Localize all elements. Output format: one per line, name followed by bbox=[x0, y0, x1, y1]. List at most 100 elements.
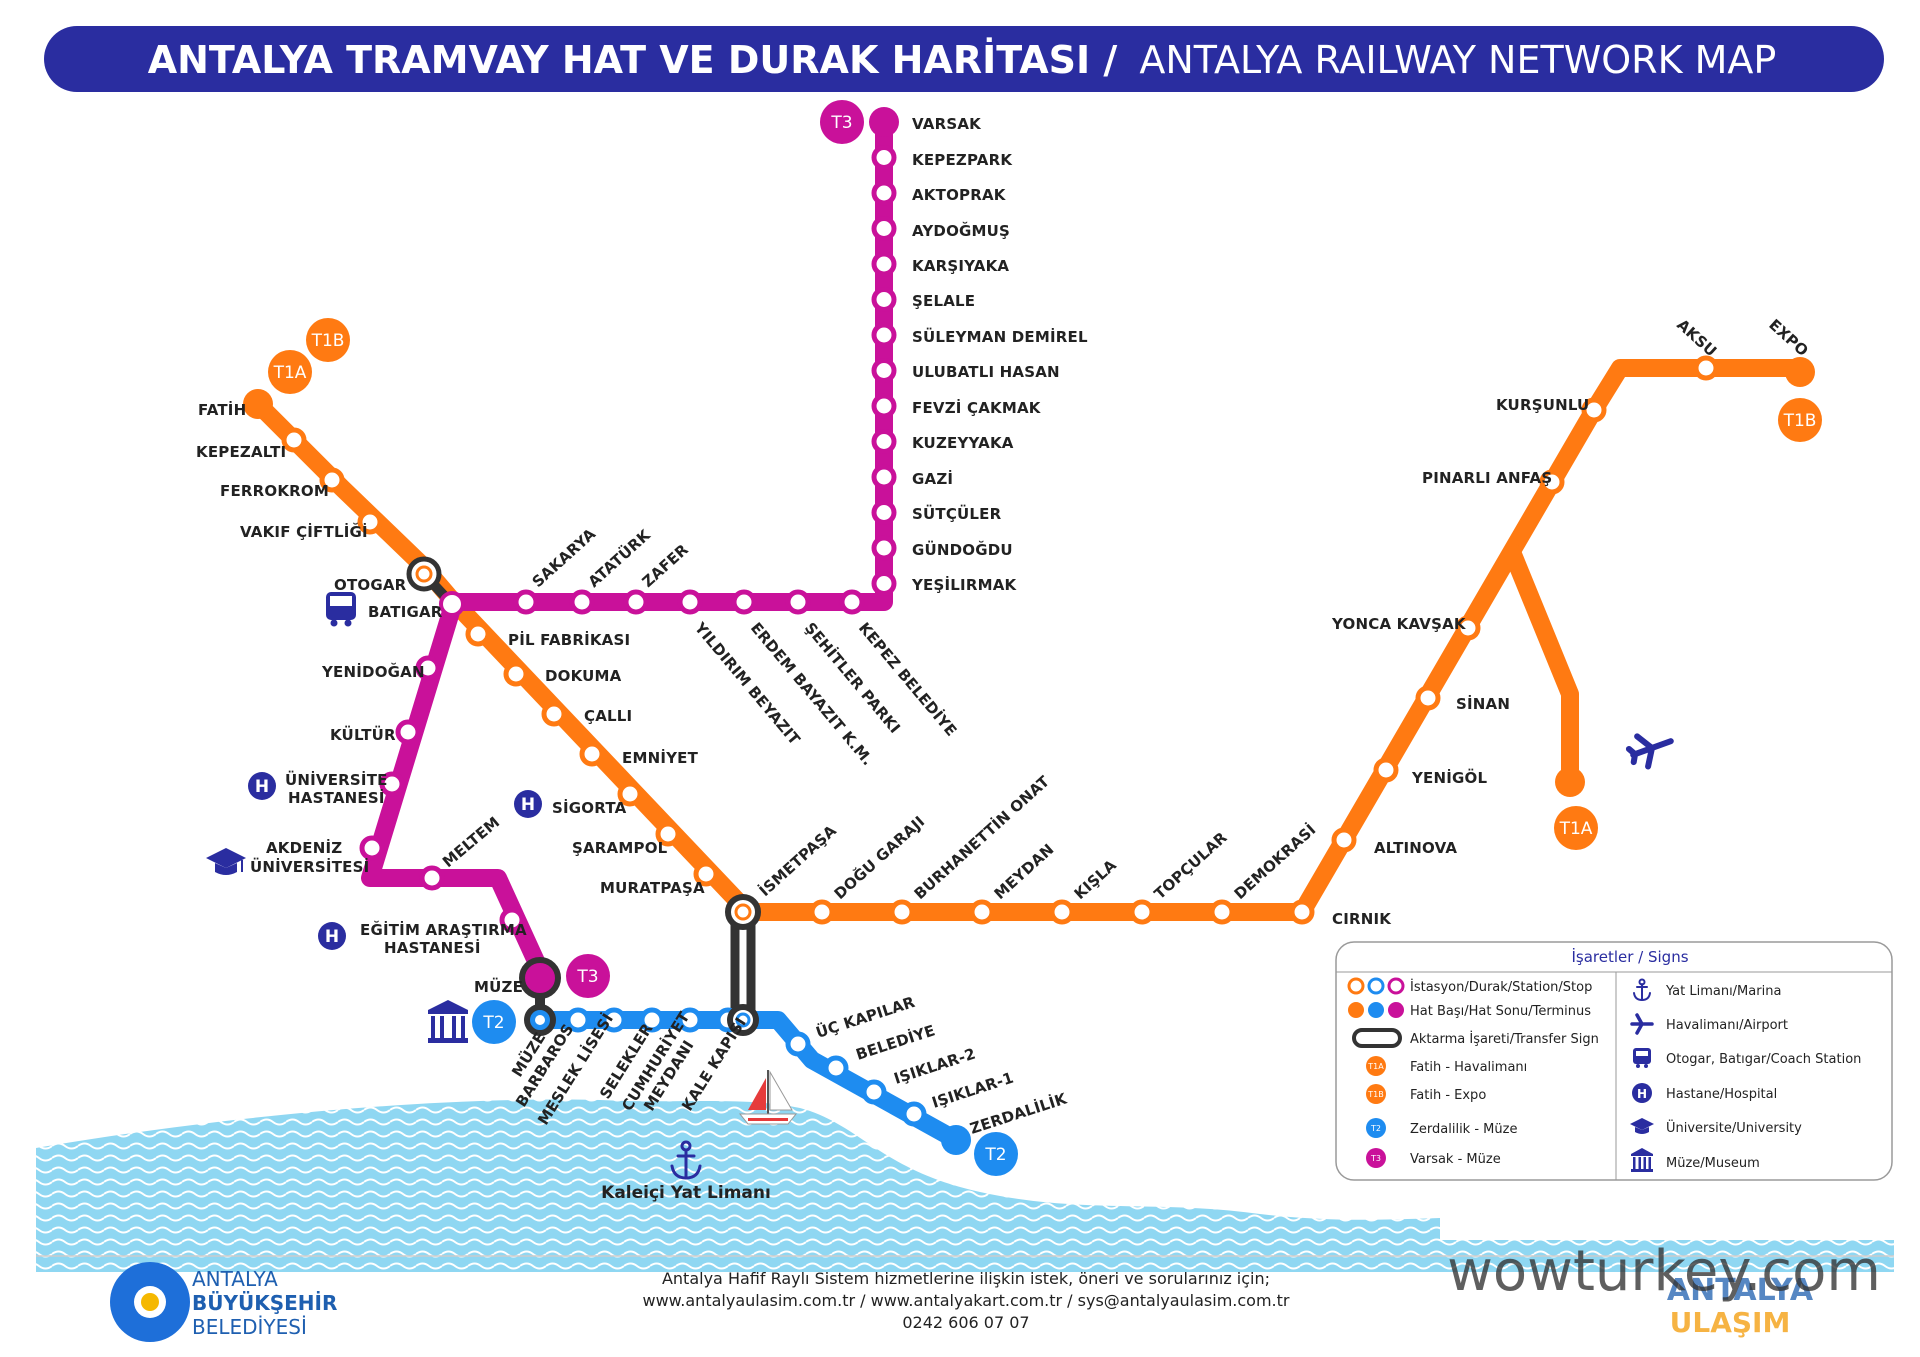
station-stop[interactable] bbox=[871, 180, 897, 206]
station-label[interactable]: HASTANESİ bbox=[384, 938, 481, 957]
terminus-zerdalilik[interactable] bbox=[941, 1125, 971, 1155]
badge-t1a-west[interactable]: T1A bbox=[268, 350, 312, 394]
station-label[interactable]: GÜNDOĞDU bbox=[912, 540, 1013, 559]
station-stop[interactable] bbox=[1693, 355, 1719, 381]
station-stop[interactable] bbox=[415, 655, 441, 681]
station-label[interactable]: DOKUMA bbox=[545, 667, 622, 685]
transfer-ismetpasa[interactable] bbox=[725, 894, 761, 930]
badge-t2-zerdalilik[interactable]: T2 bbox=[974, 1132, 1018, 1176]
station-stop[interactable] bbox=[871, 429, 897, 454]
station-stop[interactable] bbox=[969, 899, 995, 925]
station-label[interactable]: KIŞLA bbox=[1071, 856, 1120, 903]
station-label[interactable]: VARSAK bbox=[912, 115, 982, 133]
badge-t2-muze[interactable]: T2 bbox=[472, 1000, 516, 1044]
station-label[interactable]: AKDENİZ bbox=[266, 838, 342, 857]
station-label[interactable]: CIRNIK bbox=[1332, 910, 1392, 928]
station-stop[interactable] bbox=[359, 835, 385, 861]
station-label[interactable]: ALTINOVA bbox=[1374, 839, 1457, 857]
station-stop[interactable] bbox=[693, 861, 719, 887]
station-stop[interactable] bbox=[1539, 469, 1565, 495]
footer-contact-links[interactable]: www.antalyaulasim.com.tr / www.antalyaka… bbox=[643, 1291, 1290, 1310]
transfer-batigar[interactable] bbox=[439, 591, 465, 617]
station-label[interactable]: EĞİTİM ARAŞTIRMA bbox=[360, 920, 527, 939]
station-label[interactable]: SÜLEYMAN DEMİREL bbox=[912, 327, 1088, 346]
station-stop[interactable] bbox=[465, 621, 491, 647]
station-label[interactable]: SÜTÇÜLER bbox=[912, 504, 1002, 523]
station-label[interactable]: ÇALLI bbox=[584, 707, 632, 725]
station-stop[interactable] bbox=[499, 907, 525, 933]
station-label[interactable]: KUZEYYAKA bbox=[912, 434, 1014, 452]
badge-t3-varsak[interactable]: T3 bbox=[820, 100, 864, 144]
station-label[interactable]: ŞELALE bbox=[912, 292, 975, 310]
station-label[interactable]: KEPEZ BELEDİYE bbox=[855, 618, 961, 739]
station-stop[interactable] bbox=[1373, 757, 1399, 783]
station-stop[interactable] bbox=[871, 571, 897, 596]
station-stop[interactable] bbox=[871, 251, 897, 277]
station-label[interactable]: YONCA KAVŞAK bbox=[1331, 615, 1467, 633]
station-label[interactable]: ŞEHİTLER PARKI bbox=[801, 618, 905, 737]
terminus-expo[interactable] bbox=[1785, 357, 1815, 387]
station-label[interactable]: VAKIF ÇİFTLİĞİ bbox=[240, 522, 368, 541]
station-label[interactable]: KÜLTÜR bbox=[330, 725, 396, 744]
station-label[interactable]: OTOGAR bbox=[334, 576, 407, 594]
station-stop[interactable] bbox=[513, 589, 539, 615]
station-label[interactable]: MÜZE bbox=[474, 977, 523, 996]
station-label[interactable]: IŞIKLAR-1 bbox=[930, 1068, 1016, 1111]
station-stop[interactable] bbox=[569, 589, 595, 615]
station-stop[interactable] bbox=[1289, 899, 1315, 925]
transfer-kale-kapisi[interactable] bbox=[727, 1004, 759, 1036]
station-label[interactable]: YILDIRIM BEYAZIT bbox=[690, 618, 804, 749]
station-label[interactable]: İSMETPAŞA bbox=[755, 821, 840, 900]
station-label[interactable]: ULUBATLI HASAN bbox=[912, 363, 1060, 381]
station-stop[interactable] bbox=[357, 509, 383, 535]
station-label[interactable]: YENİGÖL bbox=[1411, 768, 1488, 787]
station-stop[interactable] bbox=[565, 1007, 591, 1033]
station-stop[interactable] bbox=[1209, 899, 1235, 925]
station-stop[interactable] bbox=[1049, 899, 1075, 925]
terminus-airport[interactable] bbox=[1555, 767, 1585, 797]
terminus-fatih[interactable] bbox=[243, 389, 273, 419]
station-label[interactable]: SİNAN bbox=[1456, 694, 1510, 713]
station-stop[interactable] bbox=[785, 1031, 811, 1057]
station-label[interactable]: TOPÇULAR bbox=[1151, 828, 1231, 903]
station-label[interactable]: KEPEZALTI bbox=[196, 443, 286, 461]
station-label[interactable]: SİGORTA bbox=[552, 798, 627, 817]
station-stop[interactable] bbox=[731, 589, 757, 615]
station-label[interactable]: BURHANETTİN ONAT bbox=[910, 771, 1054, 903]
station-label[interactable]: FATİH bbox=[198, 400, 246, 419]
station-label[interactable]: MURATPAŞA bbox=[600, 879, 705, 897]
station-stop[interactable] bbox=[871, 145, 897, 170]
station-stop[interactable] bbox=[901, 1101, 927, 1127]
station-label[interactable]: KEPEZPARK bbox=[912, 151, 1013, 169]
badge-t3-muze[interactable]: T3 bbox=[566, 954, 610, 998]
transfer-muze-t3[interactable] bbox=[519, 957, 561, 999]
station-label[interactable]: PİL FABRİKASI bbox=[508, 630, 630, 649]
station-stop[interactable] bbox=[655, 821, 681, 847]
station-stop[interactable] bbox=[639, 1007, 665, 1033]
station-stop[interactable] bbox=[889, 899, 915, 925]
transfer-otogar[interactable] bbox=[406, 556, 442, 592]
station-stop[interactable] bbox=[871, 322, 897, 348]
station-stop[interactable] bbox=[861, 1079, 887, 1105]
station-stop[interactable] bbox=[281, 427, 307, 453]
station-label[interactable]: AKTOPRAK bbox=[912, 186, 1007, 204]
station-label[interactable]: FERROKROM bbox=[220, 482, 329, 500]
station-stop[interactable] bbox=[871, 500, 897, 525]
station-stop[interactable] bbox=[541, 701, 567, 727]
station-label[interactable]: ZAFER bbox=[639, 540, 692, 591]
station-stop[interactable] bbox=[579, 741, 605, 767]
station-stop[interactable] bbox=[871, 287, 897, 312]
station-stop[interactable] bbox=[1415, 685, 1441, 711]
station-stop[interactable] bbox=[395, 719, 421, 745]
station-label[interactable]: AKSU bbox=[1673, 316, 1720, 361]
station-label[interactable]: ŞARAMPOL bbox=[572, 839, 668, 857]
station-stop[interactable] bbox=[871, 535, 897, 561]
badge-t1b-east[interactable]: T1B bbox=[1778, 398, 1822, 442]
station-label[interactable]: ÜNİVERSİTE bbox=[285, 770, 388, 789]
terminus-varsak[interactable] bbox=[869, 107, 899, 137]
station-label[interactable]: BELEDİYE bbox=[853, 1020, 937, 1063]
station-label[interactable]: FEVZİ ÇAKMAK bbox=[912, 398, 1042, 417]
station-label[interactable]: KARŞIYAKA bbox=[912, 257, 1009, 275]
station-stop[interactable] bbox=[839, 589, 865, 615]
station-label[interactable]: MELTEM bbox=[439, 813, 503, 871]
